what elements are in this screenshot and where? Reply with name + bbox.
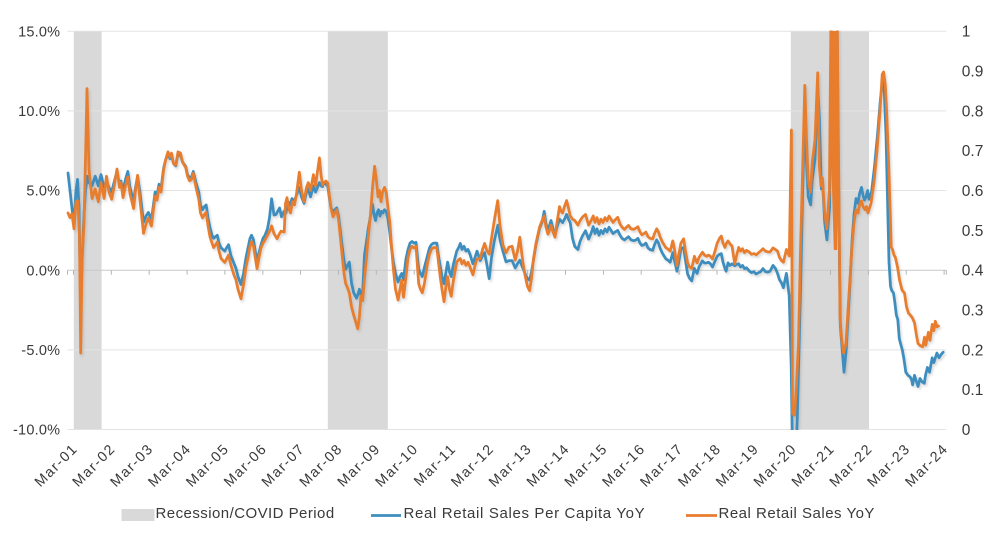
svg-text:0.8: 0.8 bbox=[962, 103, 984, 120]
svg-text:0.9: 0.9 bbox=[962, 63, 984, 80]
svg-text:10.0%: 10.0% bbox=[18, 104, 60, 120]
svg-text:Real Retail Sales YoY: Real Retail Sales YoY bbox=[719, 505, 875, 522]
svg-text:0.2: 0.2 bbox=[962, 342, 984, 359]
svg-text:0.0%: 0.0% bbox=[26, 263, 60, 279]
svg-text:0.3: 0.3 bbox=[962, 303, 984, 320]
svg-text:Real Retail Sales Per Capita Y: Real Retail Sales Per Capita YoY bbox=[404, 505, 646, 522]
svg-text:0: 0 bbox=[962, 422, 971, 439]
svg-text:15.0%: 15.0% bbox=[18, 24, 60, 40]
svg-text:Recession/COVID Period: Recession/COVID Period bbox=[156, 505, 335, 522]
svg-text:0.7: 0.7 bbox=[962, 143, 984, 160]
svg-text:0.6: 0.6 bbox=[962, 183, 984, 200]
svg-text:-10.0%: -10.0% bbox=[13, 423, 60, 439]
svg-text:5.0%: 5.0% bbox=[26, 184, 60, 200]
svg-text:1: 1 bbox=[962, 24, 971, 41]
svg-text:0.4: 0.4 bbox=[962, 263, 984, 280]
svg-text:0.5: 0.5 bbox=[962, 223, 984, 240]
svg-text:0.1: 0.1 bbox=[962, 382, 984, 399]
svg-text:-5.0%: -5.0% bbox=[21, 343, 60, 359]
